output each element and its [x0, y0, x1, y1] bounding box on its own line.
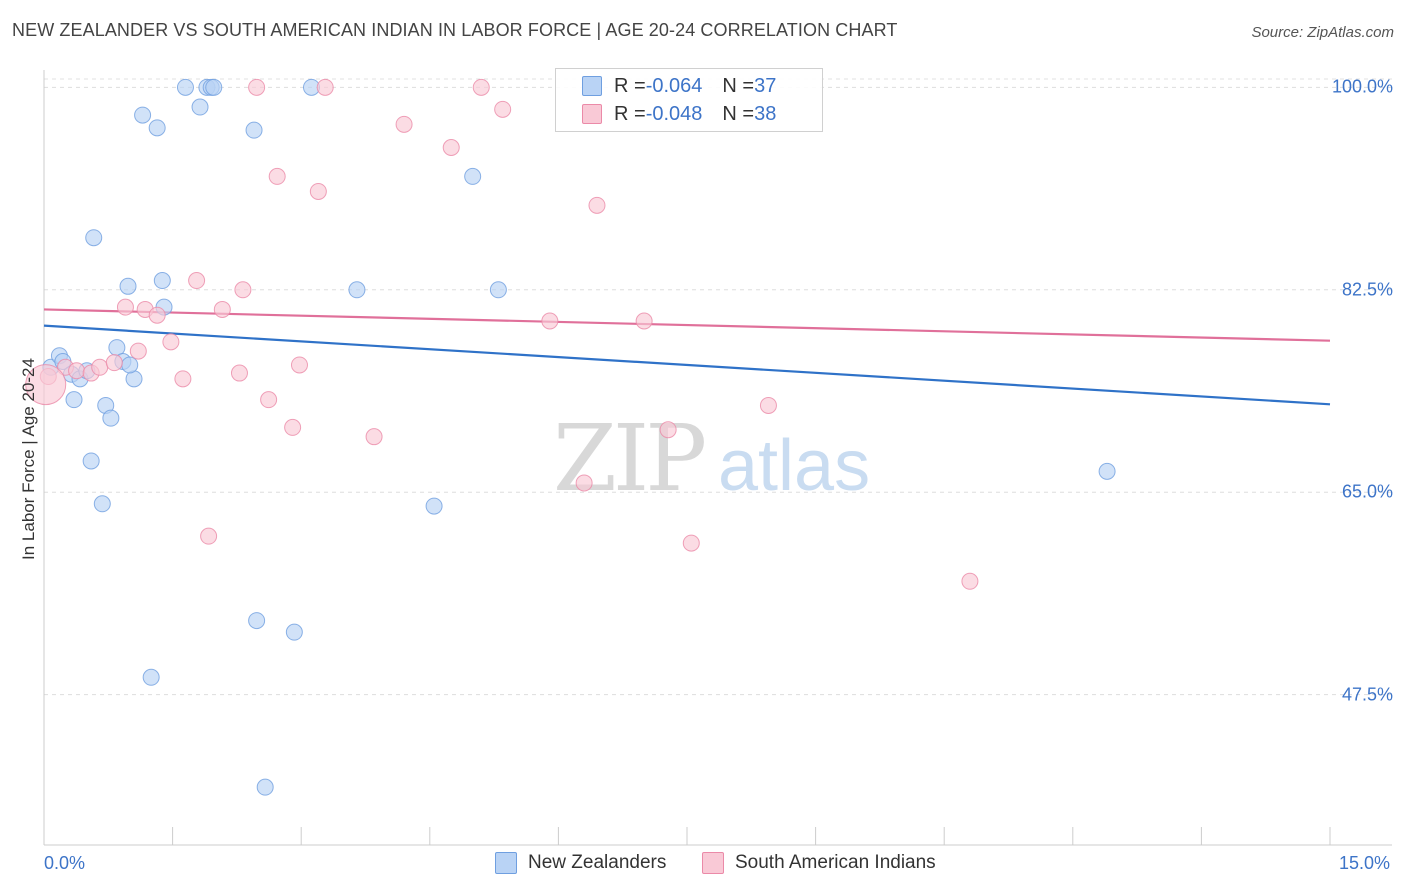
bottom-legend-south-american-indians: South American Indians	[702, 852, 936, 874]
point-new-zealander	[102, 409, 120, 427]
point-south-american-indian	[105, 354, 123, 372]
point-south-american-indian	[188, 272, 206, 290]
point-south-american-indian	[116, 298, 134, 316]
point-south-american-indian	[129, 342, 147, 360]
legend-r-label: R =	[614, 74, 646, 97]
point-south-american-indian	[284, 418, 302, 436]
bottom-legend-new-zealanders: New Zealanders	[495, 852, 666, 874]
axes	[43, 70, 1392, 846]
point-south-american-indian	[290, 356, 308, 374]
point-south-american-indian	[248, 78, 266, 96]
point-south-american-indian	[309, 182, 327, 200]
point-new-zealander	[93, 495, 111, 513]
watermark-zip: ZIP	[553, 405, 707, 512]
point-new-zealander	[1098, 462, 1116, 480]
point-south-american-indian	[588, 196, 606, 214]
point-new-zealander	[285, 623, 303, 641]
y-tick-label: 47.5%	[1341, 684, 1393, 705]
point-south-american-indian	[635, 312, 653, 330]
point-south-american-indian	[365, 428, 383, 446]
point-south-american-indian	[759, 396, 777, 414]
x-tick-label-max: 15.0%	[1339, 853, 1391, 873]
bottom-legend-swatch-pink	[702, 852, 724, 874]
point-south-american-indian	[162, 333, 180, 351]
point-south-american-indian	[230, 364, 248, 382]
legend-r-value: -0.064	[645, 74, 703, 97]
point-new-zealander	[121, 356, 139, 374]
point-new-zealander	[82, 452, 100, 470]
legend-swatch-blue	[582, 76, 602, 96]
data-points	[25, 78, 1116, 796]
point-new-zealander	[205, 78, 223, 96]
point-new-zealander	[248, 612, 266, 630]
point-new-zealander	[148, 119, 166, 137]
trend-lines	[43, 308, 1331, 406]
point-new-zealander	[464, 167, 482, 185]
point-south-american-indian	[961, 572, 979, 590]
bottom-legend-label-south-american-indians: South American Indians	[735, 852, 936, 873]
point-south-american-indian	[682, 534, 700, 552]
x-tick-label-min: 0.0%	[44, 853, 86, 873]
point-new-zealander	[348, 281, 366, 299]
legend-r-label: R =	[614, 102, 646, 125]
chart-title: NEW ZEALANDER VS SOUTH AMERICAN INDIAN I…	[12, 20, 898, 40]
point-new-zealander	[256, 778, 274, 796]
trend-line-south-american-indians	[43, 308, 1331, 342]
bottom-legend-swatch-blue	[495, 852, 517, 874]
point-new-zealander	[489, 281, 507, 299]
legend-n-label: N =	[722, 74, 755, 97]
point-new-zealander	[65, 391, 83, 409]
point-south-american-indian	[494, 100, 512, 118]
point-south-american-indian	[395, 115, 413, 133]
point-south-american-indian	[148, 306, 166, 324]
point-south-american-indian	[268, 167, 286, 185]
point-new-zealander	[191, 98, 209, 116]
legend-box: R = -0.064 N = 37 R = -0.048 N = 38	[555, 68, 823, 132]
point-south-american-indian	[575, 474, 593, 492]
point-south-american-indian	[541, 312, 559, 330]
legend-row-south-american-indians: R = -0.048 N = 38	[582, 101, 776, 127]
point-south-american-indian	[234, 281, 252, 299]
point-south-american-indian	[68, 362, 86, 380]
point-south-american-indian	[260, 391, 278, 409]
trend-line-new-zealanders	[43, 324, 1331, 406]
legend-swatch-pink	[582, 104, 602, 124]
y-tick-label: 65.0%	[1341, 481, 1393, 502]
point-new-zealander	[245, 121, 263, 139]
point-new-zealander	[119, 277, 137, 295]
point-new-zealander	[85, 229, 103, 247]
point-south-american-indian	[200, 527, 218, 545]
point-new-zealander	[153, 272, 171, 290]
legend-n-value: 37	[754, 74, 777, 97]
point-new-zealander	[142, 668, 160, 686]
y-tick-label: 82.5%	[1341, 279, 1393, 300]
source-label: Source: ZipAtlas.com	[1251, 24, 1394, 41]
bottom-legend-label-new-zealanders: New Zealanders	[528, 852, 667, 873]
point-new-zealander	[134, 106, 152, 124]
point-south-american-indian	[174, 370, 192, 388]
point-south-american-indian	[659, 421, 677, 439]
point-south-american-indian	[442, 139, 460, 156]
point-south-american-indian	[472, 78, 490, 96]
legend-n-value: 38	[754, 102, 777, 125]
legend-row-new-zealanders: R = -0.064 N = 37	[582, 73, 776, 99]
point-new-zealander	[425, 497, 443, 515]
point-south-american-indian	[25, 364, 67, 406]
legend-r-value: -0.048	[645, 102, 703, 125]
legend-n-label: N =	[722, 102, 755, 125]
point-new-zealander	[176, 78, 194, 96]
y-axis-label: In Labor Force | Age 20-24	[19, 358, 38, 560]
gridlines	[44, 78, 1392, 696]
point-south-american-indian	[213, 300, 231, 318]
point-south-american-indian	[316, 78, 334, 96]
point-south-american-indian	[91, 358, 109, 376]
y-tick-label: 100.0%	[1331, 76, 1393, 97]
